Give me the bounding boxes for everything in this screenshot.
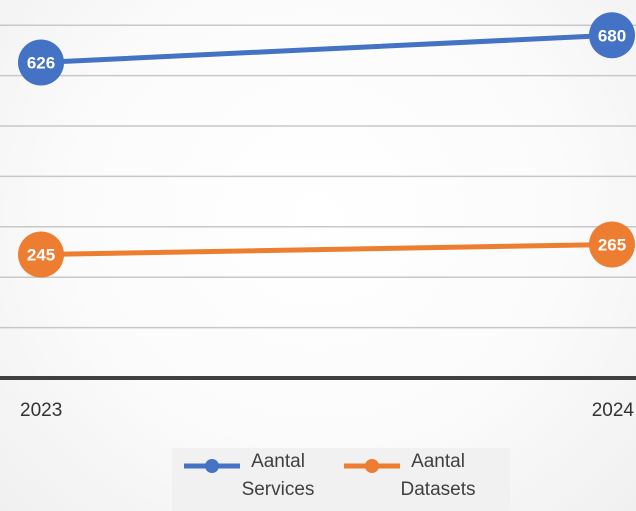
plot-area: 626 680 245 265 (0, 12, 636, 380)
legend-label-line: Aantal (411, 451, 465, 472)
legend-label-line: Services (241, 479, 315, 500)
gridlines (0, 24, 636, 380)
data-label-aantal-datasets: 245 (27, 246, 55, 265)
legend: Aantal Services Aantal Datasets (172, 448, 510, 511)
data-point-aantal-services (18, 39, 64, 86)
x-tick-label: 2023 (20, 400, 63, 421)
legend-label-datasets: Aantal Datasets (396, 448, 480, 504)
x-tick-label: 2024 (591, 400, 634, 421)
legend-label-line: Datasets (400, 479, 476, 500)
legend-label-line: Aantal (251, 451, 305, 472)
series-line-aantal-datasets (38, 241, 615, 258)
legend-item-services: Aantal Services (182, 448, 320, 511)
data-point-aantal-services (589, 12, 635, 59)
legend-swatch-services (184, 459, 240, 473)
legend-swatch-datasets (344, 459, 400, 473)
data-label-aantal-services: 626 (27, 53, 55, 72)
legend-item-datasets: Aantal Datasets (342, 448, 480, 511)
data-label-aantal-datasets: 265 (598, 235, 626, 254)
series-layer: 626 680 245 265 (18, 12, 635, 278)
data-label-aantal-services: 680 (598, 26, 626, 45)
series-line-aantal-services (38, 32, 615, 65)
legend-label-services: Aantal Services (236, 448, 320, 504)
data-point-aantal-datasets (18, 231, 64, 278)
data-point-aantal-datasets (589, 221, 635, 268)
